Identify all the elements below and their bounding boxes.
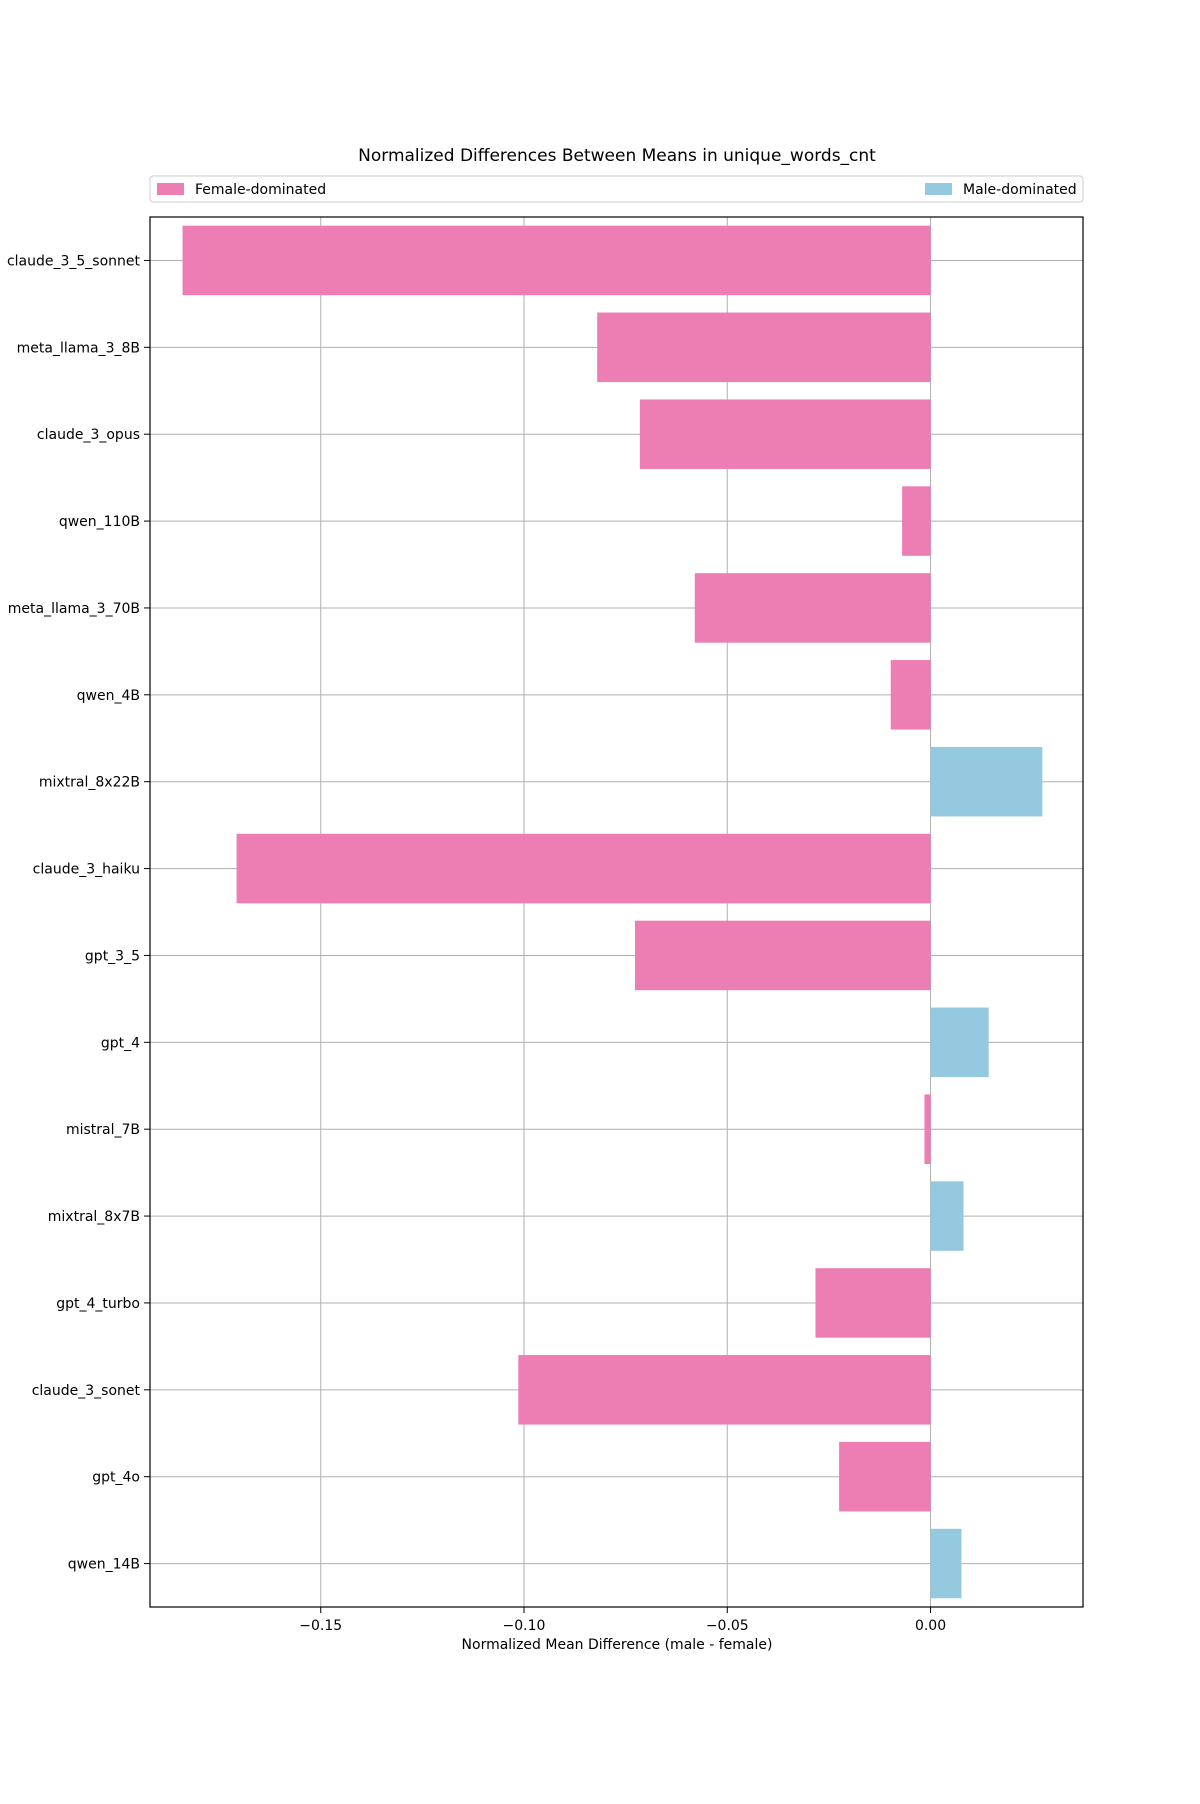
legend: Female-dominated Male-dominated	[149, 175, 1084, 203]
y-tick-label: meta_llama_3_8B	[17, 340, 140, 356]
y-tick-label: gpt_3_5	[85, 948, 140, 964]
x-tick-label: −0.05	[706, 1618, 749, 1634]
y-tick-label: qwen_4B	[77, 688, 140, 704]
y-tick-label: meta_llama_3_70B	[8, 601, 140, 617]
bar-qwen_14B	[930, 1528, 962, 1599]
bar-mixtral_8x7B	[930, 1181, 964, 1251]
x-axis-ticks: −0.15 −0.10 −0.05 0.00	[299, 1607, 946, 1634]
legend-frame	[149, 175, 1084, 203]
y-tick-label: qwen_110B	[59, 514, 140, 530]
bar-claude_3_opus	[639, 399, 931, 469]
bar-meta_llama_3_70B	[694, 573, 931, 643]
bar-mistral_7B	[924, 1094, 931, 1164]
y-tick-label: mixtral_8x7B	[48, 1209, 140, 1225]
bars	[182, 225, 1043, 1599]
y-tick-label: gpt_4_turbo	[56, 1296, 140, 1312]
x-tick-label: −0.15	[299, 1618, 342, 1634]
bar-claude_3_5_sonnet	[182, 225, 931, 296]
y-tick-label: mistral_7B	[66, 1122, 140, 1138]
y-tick-label: claude_3_haiku	[33, 862, 140, 878]
y-tick-label: mixtral_8x22B	[39, 775, 140, 791]
y-tick-label: gpt_4	[101, 1035, 140, 1051]
y-tick-label: claude_3_sonet	[32, 1383, 141, 1399]
y-tick-label: claude_3_opus	[37, 427, 140, 443]
bar-gpt_3_5	[634, 920, 931, 991]
plot-frame	[149, 216, 1084, 1608]
bar-gpt_4_turbo	[815, 1268, 931, 1338]
chart-title: Normalized Differences Between Means in …	[358, 146, 876, 166]
x-axis-label: Normalized Mean Difference (male - femal…	[462, 1637, 773, 1653]
bar-claude_3_sonet	[518, 1355, 931, 1425]
legend-swatch-male	[925, 183, 952, 195]
bar-claude_3_haiku	[236, 833, 931, 904]
bar-qwen_4B	[890, 660, 931, 730]
bar-qwen_110B	[902, 486, 931, 556]
bar-gpt_4	[930, 1007, 989, 1078]
y-tick-label: qwen_14B	[68, 1557, 140, 1573]
y-axis-ticks: claude_3_5_sonnet meta_llama_3_8B claude_3…	[7, 253, 150, 1573]
y-tick-label: claude_3_5_sonnet	[7, 253, 141, 269]
x-tick-label: −0.10	[503, 1618, 546, 1634]
y-tick-label: gpt_4o	[92, 1470, 140, 1486]
legend-label-male: Male-dominated	[963, 182, 1077, 198]
bar-meta_llama_3_8B	[597, 312, 931, 383]
bar-gpt_4o	[839, 1441, 931, 1512]
legend-swatch-female	[157, 183, 184, 195]
legend-label-female: Female-dominated	[195, 182, 326, 198]
bar-mixtral_8x22B	[930, 746, 1043, 817]
x-tick-label: 0.00	[915, 1618, 946, 1634]
